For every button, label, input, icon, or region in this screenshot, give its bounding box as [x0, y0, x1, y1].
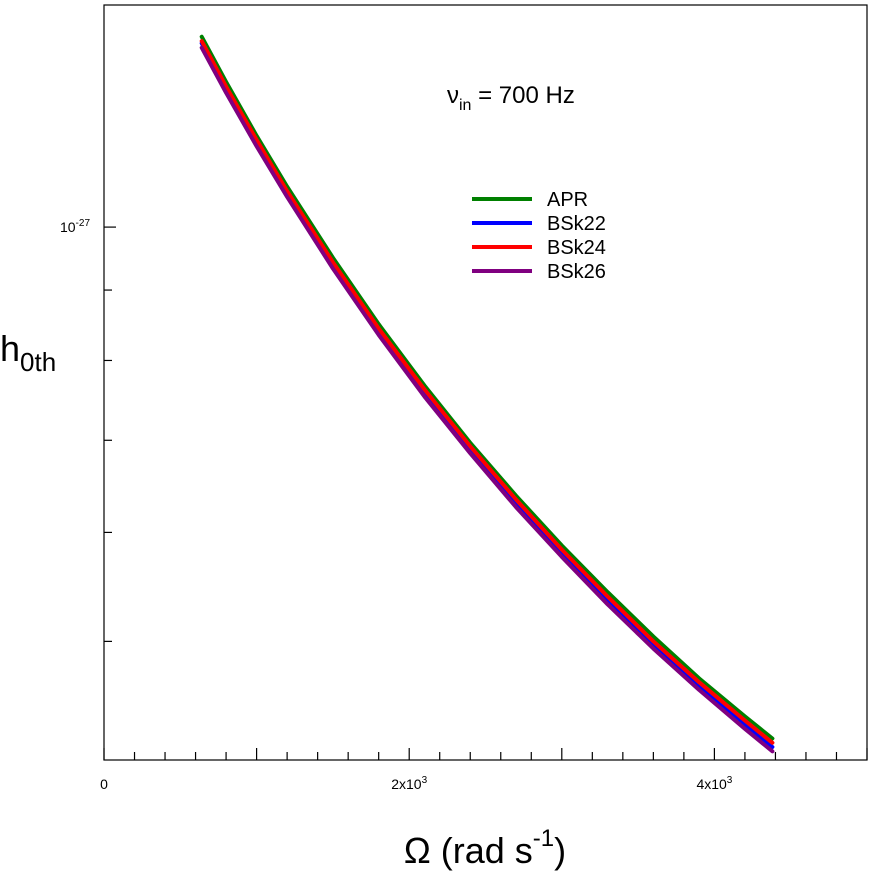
- y-tick-label: 10-27: [60, 218, 90, 235]
- series-line-bsk24: [199, 39, 775, 745]
- x-tick-label: 0: [100, 776, 108, 792]
- legend-label-bsk24: BSk24: [547, 237, 606, 259]
- annotation-symbol: ν: [447, 82, 459, 109]
- y-axis-title: h0th: [0, 328, 56, 377]
- x-tick-label: 2x103: [391, 775, 427, 792]
- x-tick-label: 4x103: [696, 775, 732, 792]
- legend-label-bsk22: BSk22: [547, 213, 606, 235]
- x-axis-title-main: Ω (rad s: [404, 830, 533, 871]
- y-axis-title-subscript: 0th: [20, 347, 56, 377]
- series-line-apr: [199, 34, 775, 741]
- y-axis-ticks: 10-27: [60, 218, 116, 642]
- x-axis-title: Ω (rad s-1): [404, 825, 566, 871]
- series-lines: [199, 34, 775, 754]
- annotation-rest: = 700 Hz: [471, 82, 574, 109]
- annotation-subscript: in: [459, 97, 471, 114]
- legend-label-bsk26: BSk26: [547, 261, 606, 283]
- legend-label-apr: APR: [547, 189, 588, 211]
- y-axis-title-main: h: [0, 328, 20, 369]
- x-axis-ticks: 0 2x103 4x103: [100, 748, 868, 792]
- plot-frame: [103, 4, 868, 761]
- series-line-bsk22: [199, 41, 775, 749]
- x-axis-title-close: ): [554, 830, 566, 871]
- x-axis-title-superscript: -1: [533, 825, 554, 852]
- series-line-bsk26: [199, 45, 775, 754]
- frequency-annotation: νin = 700 Hz: [447, 82, 575, 114]
